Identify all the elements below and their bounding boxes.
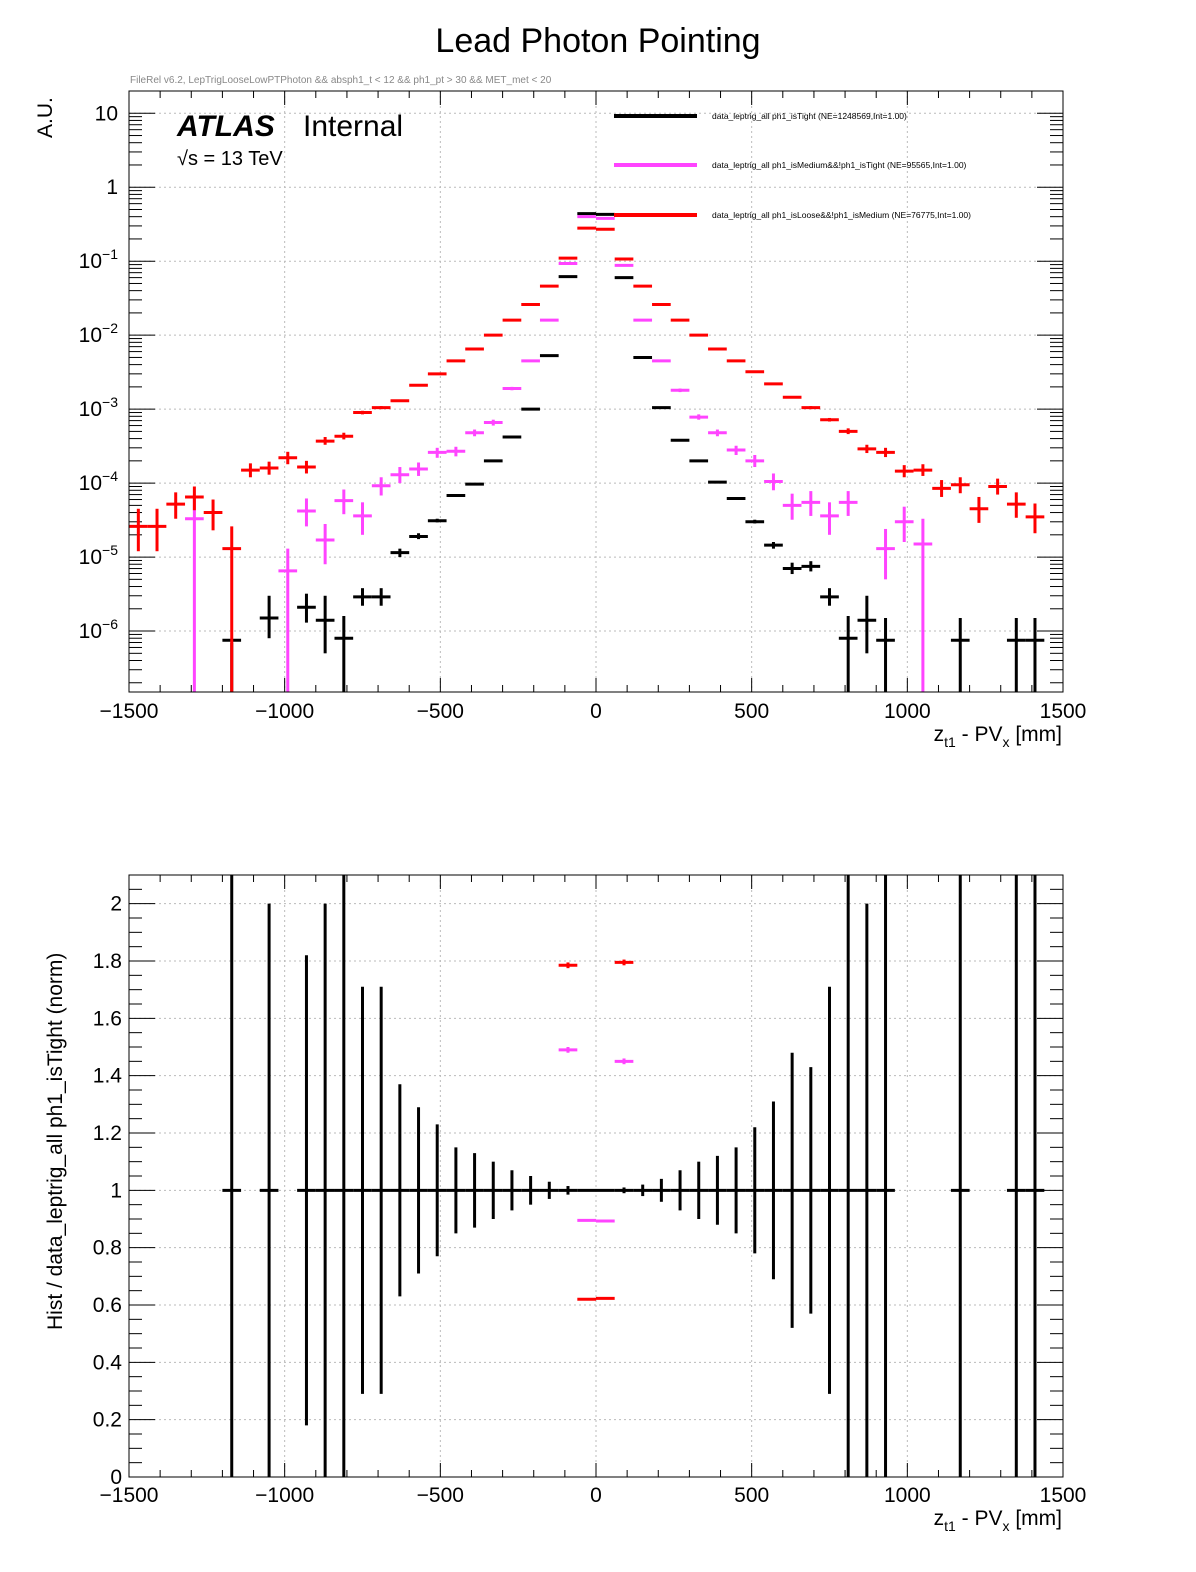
- x-tick-label: 500: [734, 700, 769, 723]
- legend-entry: data_leptrig_all ph1_isTight (NE=1248569…: [712, 111, 907, 121]
- top-frame: [128, 90, 1064, 693]
- x-tick-label: −1000: [255, 1484, 314, 1507]
- x-tick-label: 1000: [884, 700, 931, 723]
- bottom-data-marks: [222, 875, 1045, 1477]
- y-tick-label: 1.6: [93, 1007, 122, 1030]
- x-tick-label: −1500: [100, 1484, 159, 1507]
- y-tick-label: 2: [110, 893, 122, 916]
- legend-entry: data_leptrig_all ph1_isLoose&&!ph1_isMed…: [712, 210, 971, 220]
- y-tick-label: 10−6: [79, 616, 119, 643]
- y-tick-label: 0.8: [93, 1237, 122, 1260]
- bottom-frame: [128, 874, 1064, 1478]
- x-tick-label: 0: [590, 1484, 602, 1507]
- bottom-x-axis-label: zt1 - PVx [mm]: [934, 1507, 1062, 1534]
- atlas-label: ATLAS: [176, 110, 275, 143]
- y-tick-label: 10: [95, 102, 118, 125]
- y-tick-label: 1.4: [93, 1065, 123, 1088]
- x-tick-label: −500: [417, 700, 464, 723]
- energy-label: √s = 13 TeV: [177, 148, 283, 170]
- y-tick-label: 0.2: [93, 1409, 122, 1432]
- top-data-marks: [129, 212, 1045, 692]
- legend-entry: data_leptrig_all ph1_isMedium&&!ph1_isTi…: [712, 160, 967, 170]
- top-y-axis-label: A.U.: [34, 97, 57, 138]
- x-tick-label: 1500: [1040, 700, 1087, 723]
- x-tick-label: 0: [590, 700, 602, 723]
- x-tick-label: 1000: [884, 1484, 931, 1507]
- y-tick-label: 1.2: [93, 1122, 122, 1145]
- plot-title: Lead Photon Pointing: [435, 22, 760, 60]
- selection-text: FileRel v6.2, LepTrigLooseLowPTPhoton &&…: [130, 75, 552, 86]
- x-tick-label: −1000: [255, 700, 314, 723]
- x-tick-label: 500: [734, 1484, 769, 1507]
- x-tick-label: −1500: [100, 700, 159, 723]
- top-panel: −1500 −1000 −500 0 500 1000 1500 10 1 10−1 10−2 10−…: [34, 90, 1087, 750]
- y-tick-label: 10−4: [79, 468, 119, 495]
- y-tick-label: 10−3: [79, 394, 119, 421]
- x-tick-label: 1500: [1040, 1484, 1087, 1507]
- bottom-axis-ticks: −1500 −1000 −500 0 500 1000 1500 0 0.2 0.4 0.6 0.8 1…: [93, 874, 1087, 1507]
- top-axis-ticks: −1500 −1000 −500 0 500 1000 1500 10 1 10−1 10−2 10−…: [79, 90, 1087, 723]
- top-x-axis-label: zt1 - PVx [mm]: [934, 723, 1062, 750]
- y-tick-label: 10−2: [79, 320, 119, 347]
- x-tick-label: −500: [417, 1484, 464, 1507]
- y-tick-label: 0.4: [93, 1351, 123, 1374]
- y-tick-label: 0.6: [93, 1294, 122, 1317]
- y-tick-label: 10−1: [79, 246, 119, 273]
- top-grid: [129, 91, 1063, 692]
- y-tick-label: 1: [106, 176, 118, 199]
- bottom-panel: −1500 −1000 −500 0 500 1000 1500 0 0.2 0.4 0.6 0.8 1…: [44, 874, 1087, 1534]
- y-tick-label: 1.8: [93, 950, 122, 973]
- y-tick-label: 0: [110, 1466, 122, 1489]
- legend: data_leptrig_all ph1_isTight (NE=1248569…: [614, 111, 971, 220]
- atlas-status: Internal: [303, 110, 403, 143]
- y-tick-label: 10−5: [79, 542, 119, 569]
- y-tick-label: 1: [110, 1179, 122, 1202]
- bottom-y-axis-label: Hist / data_leptrig_all ph1_isTight (nor…: [44, 953, 67, 1330]
